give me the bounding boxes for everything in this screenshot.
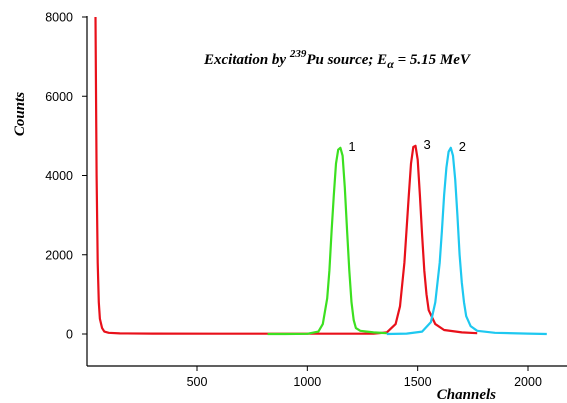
series-line-1 bbox=[267, 146, 387, 336]
series-line-3 bbox=[94, 17, 478, 335]
y-tick-label: 8000 bbox=[45, 11, 73, 25]
series-label-3: 3 bbox=[423, 137, 430, 152]
y-tick-label: 0 bbox=[66, 328, 73, 342]
y-tick-label: 4000 bbox=[45, 169, 73, 183]
y-tick-label: 2000 bbox=[45, 248, 73, 262]
x-tick-label: 1000 bbox=[293, 375, 321, 389]
series-label-1: 1 bbox=[348, 139, 355, 154]
x-axis-title: Channels bbox=[437, 387, 496, 403]
series-label-2: 2 bbox=[459, 139, 466, 154]
series-line-2 bbox=[386, 146, 547, 336]
y-axis-title: Counts bbox=[12, 92, 28, 136]
chart-annotation: Excitation by 239Pu source; Eα = 5.15 Me… bbox=[203, 48, 472, 71]
x-tick-label: 500 bbox=[187, 375, 208, 389]
x-tick-label: 1500 bbox=[404, 375, 432, 389]
y-tick-label: 6000 bbox=[45, 90, 73, 104]
x-tick-label: 2000 bbox=[514, 375, 542, 389]
